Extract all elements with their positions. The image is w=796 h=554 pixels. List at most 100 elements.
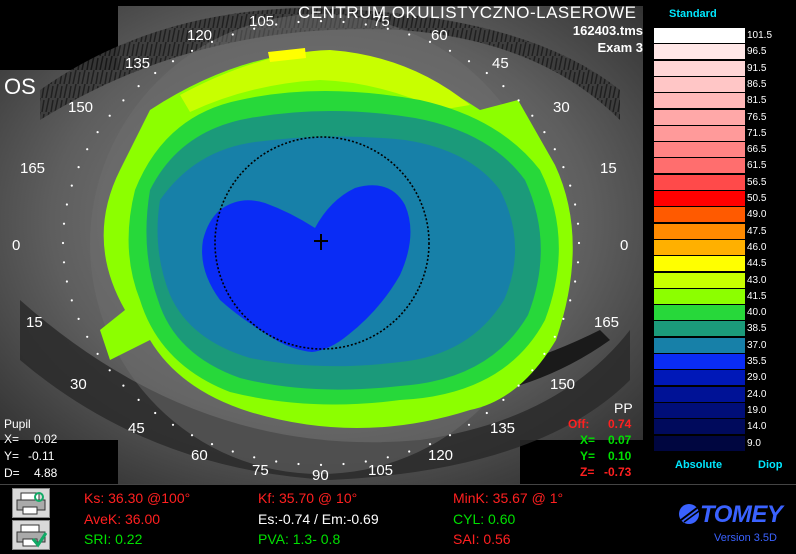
degree-tick (96, 131, 99, 134)
legend-swatch (654, 321, 745, 337)
topography-viewport[interactable]: CENTRUM OKULISTYCZNO-LASEROWE 162403.tms… (0, 0, 643, 484)
legend-row[interactable]: 38.5 (654, 321, 796, 337)
legend-row[interactable]: 61.5 (654, 158, 796, 174)
degree-tick (553, 148, 556, 151)
legend-row[interactable]: 81.5 (654, 93, 796, 109)
legend-row[interactable]: 37.0 (654, 337, 796, 354)
export-button[interactable] (12, 520, 50, 550)
legend-row[interactable]: 24.0 (654, 386, 796, 403)
legend-row[interactable]: 49.0 (654, 207, 796, 223)
legend-row[interactable]: 86.5 (654, 76, 796, 93)
pva-value: PVA: 1.3- 0.8 (258, 531, 341, 547)
legend-row[interactable]: 43.0 (654, 272, 796, 289)
legend-row[interactable]: 35.5 (654, 354, 796, 370)
legend-swatch (654, 60, 745, 76)
degree-tick (210, 40, 214, 44)
degree-tick (319, 20, 323, 23)
axis-degree-label: 135 (125, 55, 151, 72)
legend-value: 14.0 (747, 421, 767, 433)
legend-swatch (654, 337, 745, 353)
legend-row[interactable]: 14.0 (654, 419, 796, 435)
legend-swatch (654, 28, 745, 43)
legend-row[interactable]: 29.0 (654, 370, 796, 386)
legend-row[interactable]: 40.0 (654, 305, 796, 321)
legend-row[interactable]: 96.5 (654, 44, 796, 60)
degree-tick (122, 384, 125, 387)
legend-value: 29.0 (747, 372, 767, 384)
legend-swatch (654, 93, 745, 109)
legend-row[interactable]: 19.0 (654, 402, 796, 419)
sai-value: SAI: 0.56 (453, 531, 511, 547)
legend-row[interactable]: 9.0 (654, 435, 796, 452)
axis-degree-label: 165 (594, 314, 620, 331)
legend-row[interactable]: 66.5 (654, 142, 796, 158)
curvature-map[interactable] (0, 0, 643, 484)
kf-value: Kf: 35.70 @ 10° (258, 490, 358, 506)
legend-swatch (654, 44, 745, 60)
legend-row[interactable]: 41.5 (654, 288, 796, 305)
pupil-y-value: -0.11 (28, 449, 55, 463)
legend-value: 37.0 (747, 339, 767, 351)
degree-tick (77, 166, 80, 169)
legend-swatch (654, 370, 745, 386)
pupil-outline (214, 136, 430, 350)
axis-degree-label: 15 (26, 314, 43, 331)
map-zone-35-5 (202, 185, 411, 352)
degree-tick (543, 352, 546, 355)
degree-tick (562, 317, 565, 320)
map-zone-44-5 (268, 48, 306, 62)
axis-degree-label: 150 (550, 376, 576, 393)
degree-tick (448, 49, 452, 52)
legend-row[interactable]: 76.5 (654, 109, 796, 126)
degree-tick (364, 460, 367, 463)
degree-tick (70, 299, 73, 302)
legend-row[interactable]: 50.5 (654, 191, 796, 207)
pupil-title: Pupil (4, 417, 31, 431)
legend-value: 81.5 (747, 95, 767, 107)
degree-tick (502, 85, 505, 88)
legend-row[interactable]: 71.5 (654, 125, 796, 142)
degree-tick (253, 27, 256, 30)
legend-value: 43.0 (747, 274, 767, 286)
print-button[interactable] (12, 488, 50, 518)
legend-swatch (654, 272, 745, 288)
pp-title: PP (614, 400, 633, 416)
legend-row[interactable]: 91.5 (654, 60, 796, 77)
degree-tick (190, 434, 194, 437)
pupil-d-value: 4.88 (34, 466, 58, 480)
degree-tick (577, 241, 581, 245)
axis-degree-label: 0 (620, 237, 629, 254)
scale-absolute-label[interactable]: Absolute (675, 459, 723, 471)
legend-row[interactable]: 44.5 (654, 256, 796, 272)
tomey-logo: TOMEY (676, 499, 788, 534)
legend-value: 96.5 (747, 46, 767, 58)
legend-row[interactable]: 47.5 (654, 223, 796, 240)
degree-tick (108, 114, 111, 117)
color-scale-legend[interactable]: Standard 101.5 96.5 91.5 86.5 81.5 76.5 71.5 66… (643, 0, 796, 484)
legend-value: 19.0 (747, 404, 767, 416)
legend-swatch (654, 223, 745, 239)
pp-off-label: Off: (568, 417, 590, 431)
legend-row[interactable]: 46.0 (654, 239, 796, 256)
degree-tick (319, 463, 323, 466)
degree-tick (386, 27, 389, 30)
scale-type-label[interactable]: Standard (669, 8, 717, 20)
axis-degree-label: 0 (12, 237, 21, 254)
degree-tick (364, 23, 367, 26)
legend-swatch (654, 207, 745, 223)
center-crosshair (314, 234, 328, 250)
brand-name: TOMEY (700, 501, 783, 528)
degree-tick (210, 443, 214, 446)
legend-row[interactable]: 56.5 (654, 174, 796, 191)
degree-tick (569, 184, 572, 187)
axis-degree-label: 120 (428, 447, 454, 464)
scale-unit-label[interactable]: Diop (758, 459, 783, 471)
ks-value: Ks: 36.30 @100° (84, 490, 191, 506)
mink-value: MinK: 35.67 @ 1° (453, 490, 564, 506)
degree-tick (70, 184, 73, 187)
degree-tick (154, 411, 157, 415)
legend-swatch (654, 76, 745, 92)
degree-tick (428, 40, 432, 44)
legend-row[interactable]: 101.5 (654, 28, 796, 44)
degree-tick (517, 99, 520, 102)
